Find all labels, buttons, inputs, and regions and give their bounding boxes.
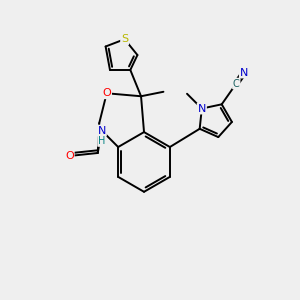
Text: O: O <box>102 88 111 98</box>
Text: N: N <box>98 126 106 136</box>
Text: H: H <box>98 136 105 146</box>
Text: O: O <box>65 151 74 161</box>
Text: S: S <box>121 34 128 44</box>
Text: N: N <box>240 68 248 77</box>
Text: C: C <box>233 79 240 88</box>
Text: N: N <box>198 103 206 113</box>
